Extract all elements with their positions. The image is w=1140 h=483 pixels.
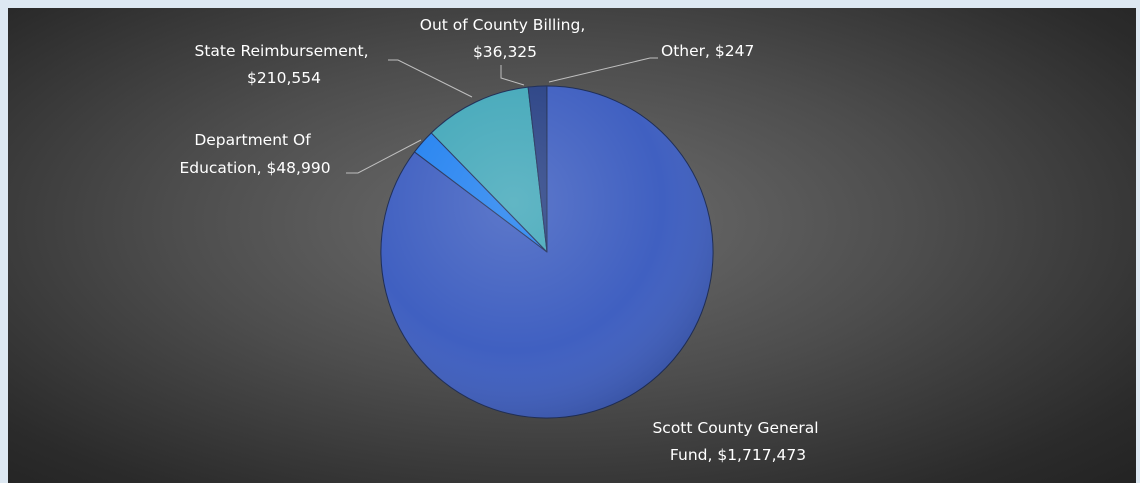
leader-line-other <box>548 57 658 83</box>
label-scott-county-general-fund: Scott County General Fund, $1,717,473 <box>652 419 823 464</box>
label-department-of-education-line2: Education, $48,990 <box>179 159 330 177</box>
label-department-of-education: Department Of Education, $48,990 <box>179 131 330 177</box>
leader-line-department-of-education <box>346 139 422 174</box>
label-state-reimbursement-line1: State Reimbursement, <box>194 42 368 60</box>
leader-line-state-reimbursement <box>388 59 473 98</box>
label-state-reimbursement-line2: $210,554 <box>247 69 321 87</box>
label-out-of-county-billing: Out of County Billing, $36,325 <box>420 16 590 61</box>
label-other-line1: Other, $247 <box>661 42 754 60</box>
label-scott-county-general-fund-line1: Scott County General <box>652 419 818 437</box>
label-out-of-county-billing-line1: Out of County Billing, <box>420 16 585 34</box>
label-other: Other, $247 <box>661 42 754 60</box>
leader-line-out-of-county-billing <box>500 65 525 86</box>
label-state-reimbursement: State Reimbursement, $210,554 <box>194 42 373 87</box>
label-department-of-education-line1: Department Of <box>194 131 311 149</box>
label-out-of-county-billing-line2: $36,325 <box>473 43 537 61</box>
label-scott-county-general-fund-line2: Fund, $1,717,473 <box>670 446 806 464</box>
